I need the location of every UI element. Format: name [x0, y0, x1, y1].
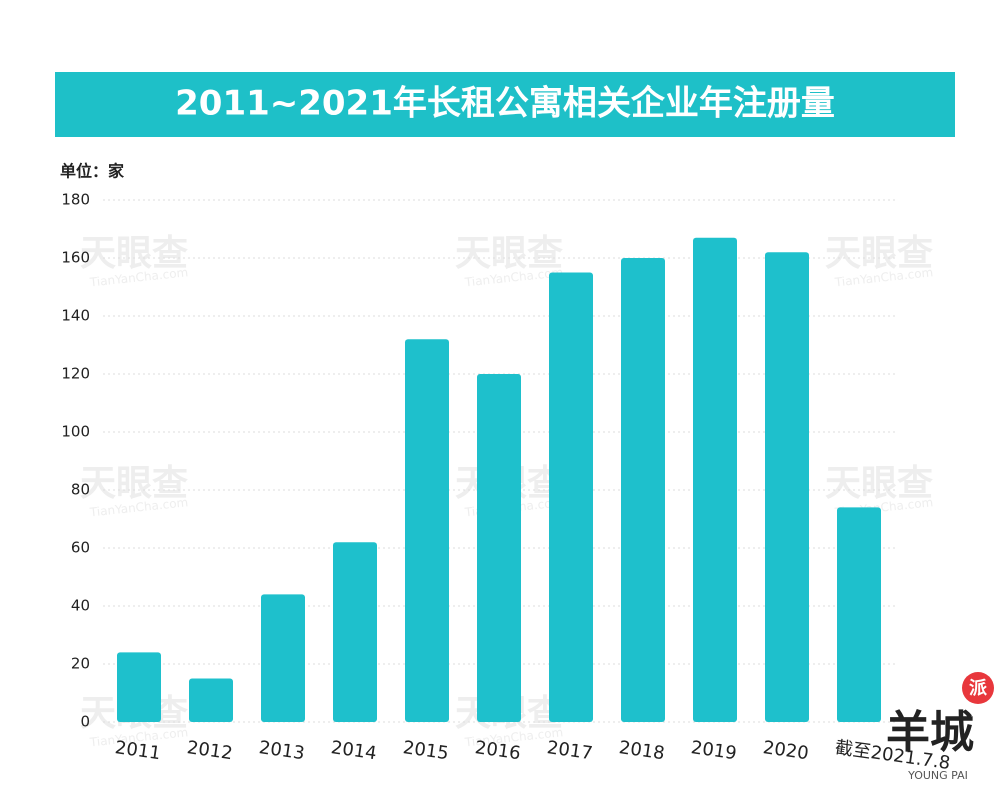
- chart-title: 2011~2021年长租公寓相关企业年注册量: [175, 84, 835, 124]
- x-tick-label: 2013: [258, 737, 306, 764]
- bar: [621, 258, 665, 722]
- bar: [189, 678, 233, 722]
- x-tick-label: 2020: [762, 737, 810, 764]
- watermark-brand: 天眼查: [455, 233, 563, 274]
- logo-badge-bg: [962, 672, 994, 704]
- bar: [477, 374, 521, 722]
- logo-badge: 派: [969, 678, 988, 699]
- y-tick-label: 120: [61, 365, 90, 383]
- bar: [549, 272, 593, 722]
- x-tick-label: 2019: [690, 737, 738, 764]
- bar: [117, 652, 161, 722]
- unit-label: 单位：家: [60, 162, 125, 181]
- y-tick-label: 20: [71, 655, 90, 673]
- bar: [837, 507, 881, 722]
- watermark-brand: 天眼查: [825, 463, 933, 504]
- y-tick-label: 80: [71, 481, 90, 499]
- y-tick-label: 140: [61, 307, 90, 325]
- bar: [333, 542, 377, 722]
- logo-name: 羊城: [886, 707, 974, 758]
- y-tick-label: 0: [80, 713, 90, 731]
- y-tick-label: 100: [61, 423, 90, 441]
- x-tick-label: 2014: [330, 737, 378, 764]
- bar: [693, 237, 737, 722]
- x-tick-label: 2012: [186, 737, 234, 764]
- logo: 派 羊城 YOUNG PAI: [886, 672, 994, 782]
- bar: [405, 339, 449, 722]
- logo-sub: YOUNG PAI: [907, 769, 968, 782]
- title-bar: [55, 72, 955, 137]
- x-tick-label: 2015: [402, 737, 450, 764]
- y-tick-label: 40: [71, 597, 90, 615]
- watermark-brand: 天眼查: [80, 233, 188, 274]
- watermark-brand: 天眼查: [80, 463, 188, 504]
- y-tick-label: 180: [61, 191, 90, 209]
- y-tick-label: 60: [71, 539, 90, 557]
- watermark-brand: 天眼查: [825, 233, 933, 274]
- bar: [261, 594, 305, 722]
- bar: [765, 252, 809, 722]
- y-tick-label: 160: [61, 249, 90, 267]
- x-tick-label: 2018: [618, 737, 666, 764]
- x-tick-label: 2017: [546, 737, 594, 764]
